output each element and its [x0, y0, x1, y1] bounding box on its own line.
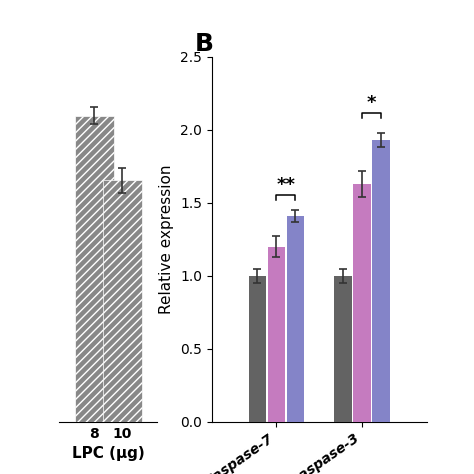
Bar — [287, 216, 304, 422]
X-axis label: LPC (μg): LPC (μg) — [72, 447, 145, 461]
Y-axis label: Relative expression: Relative expression — [159, 164, 174, 314]
Bar — [353, 184, 371, 422]
Text: *: * — [367, 94, 376, 112]
Bar — [248, 276, 266, 422]
Text: **: ** — [276, 176, 295, 194]
Bar — [102, 181, 142, 422]
Bar — [372, 140, 390, 422]
Bar — [334, 276, 352, 422]
Bar — [74, 116, 114, 422]
Bar — [268, 246, 285, 422]
Text: B: B — [194, 32, 213, 56]
